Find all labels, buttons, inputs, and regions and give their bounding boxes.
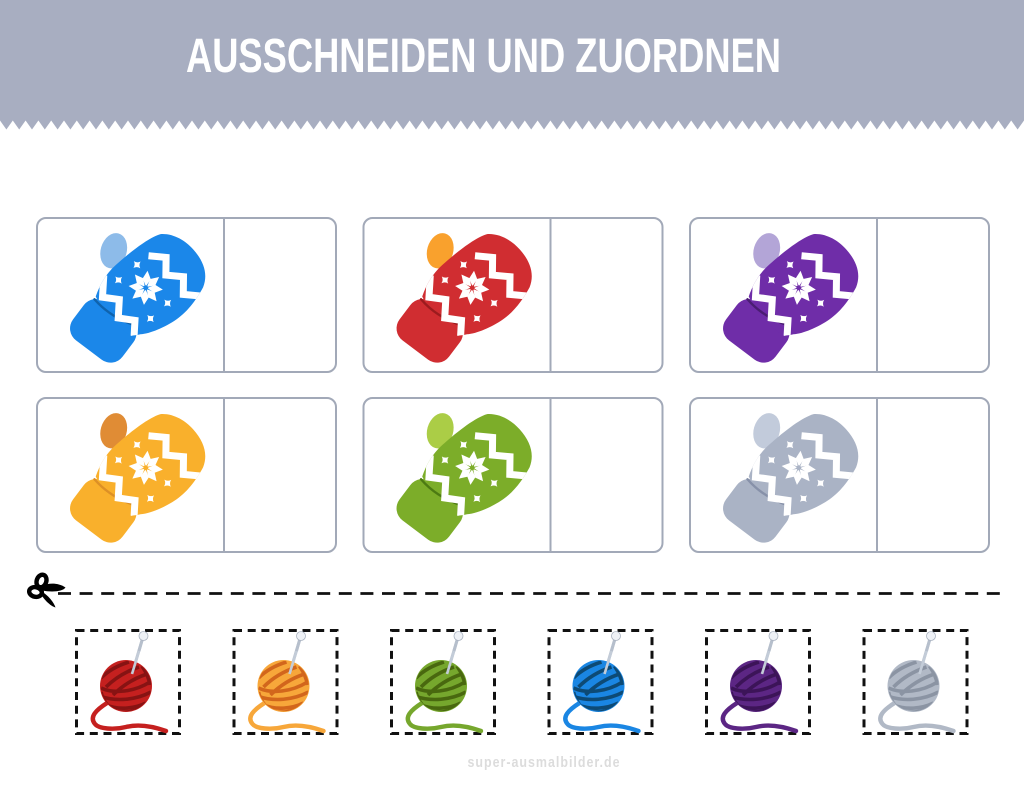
svg-text:super-ausmalbilder.de: super-ausmalbilder.de (468, 754, 621, 771)
svg-text:AUSSCHNEIDEN UND ZUORDNEN: AUSSCHNEIDEN UND ZUORDNEN (186, 30, 781, 83)
